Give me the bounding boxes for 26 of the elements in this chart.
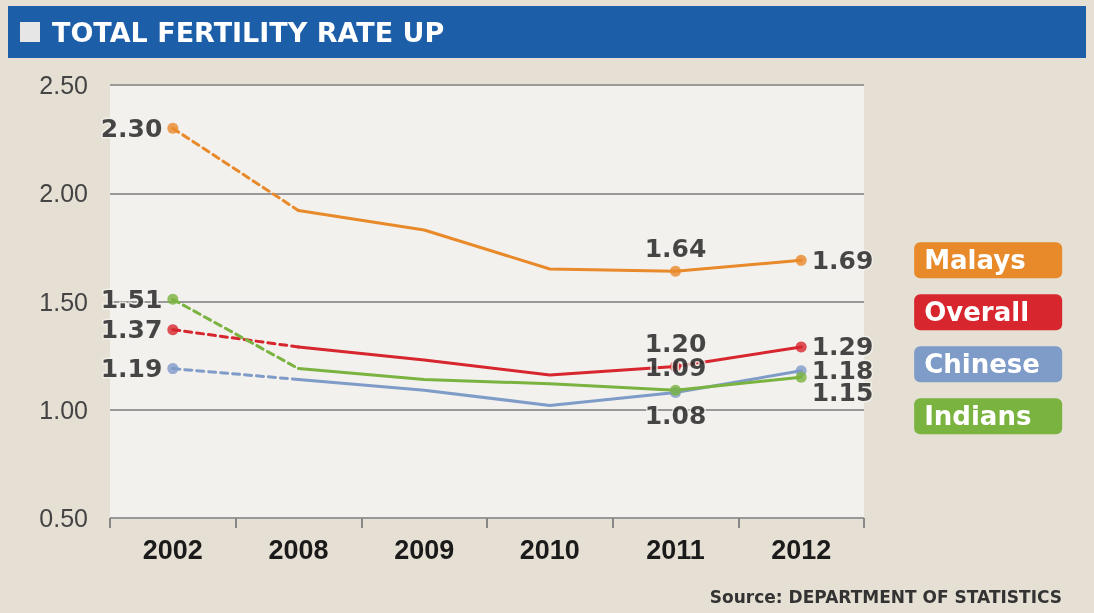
text: Chinese (924, 349, 1040, 380)
chart-title: TOTAL FERTILITY RATE UP (52, 16, 445, 48)
text: 0.50 (39, 504, 88, 532)
data-label: 1.51 (100, 284, 163, 314)
x-tick-label: 2008 (268, 534, 329, 565)
data-label: 1.37 (100, 315, 163, 345)
data-label: 1.64 (644, 233, 707, 263)
text: 2.00 (39, 179, 88, 208)
text: 1.00 (39, 395, 88, 424)
data-label: 1.29 (811, 332, 874, 362)
data-label: 2.30 (100, 113, 163, 143)
source-note: Source: DEPARTMENT OF STATISTICS (709, 587, 1062, 607)
text: 2.50 (39, 71, 88, 99)
x-tick-label: 2009 (394, 534, 455, 565)
text: Overall (924, 297, 1030, 328)
data-label: 1.20 (644, 328, 707, 358)
x-tick-label: 2012 (771, 534, 832, 565)
x-tick-label: 2010 (519, 534, 580, 565)
text: 1.50 (39, 287, 88, 316)
text: Malays (924, 245, 1026, 276)
x-tick-label: 2011 (646, 534, 705, 565)
data-label: 1.19 (100, 354, 163, 384)
x-tick-label: 2002 (142, 534, 203, 565)
data-label: 1.69 (811, 245, 874, 275)
data-label: 1.08 (644, 400, 707, 430)
text: Indians (924, 401, 1032, 432)
